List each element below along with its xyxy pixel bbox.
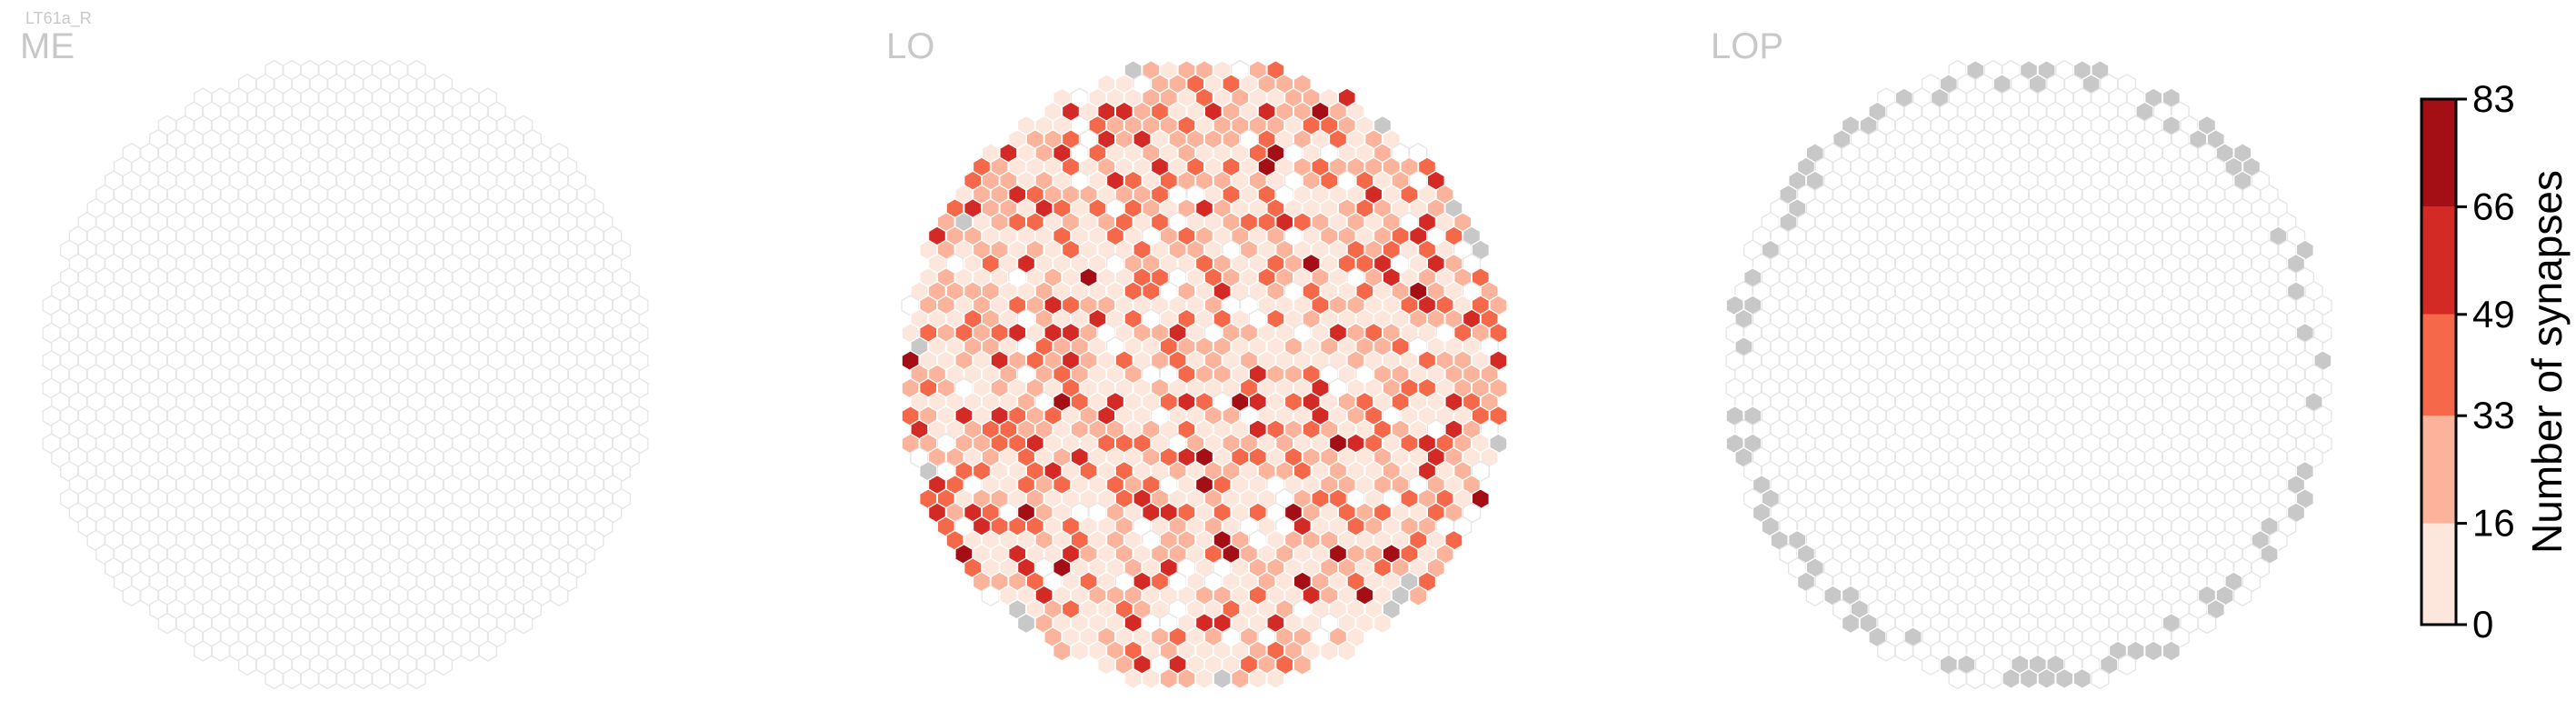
colorbar-label: Number of synapses: [2523, 170, 2571, 554]
hex-empty: [2117, 654, 2137, 676]
hex-empty: [1894, 640, 1914, 662]
hex-gray: [2143, 640, 2163, 662]
hex-empty: [1921, 654, 1941, 676]
hex-value: [1337, 640, 1357, 662]
hex-empty: [1965, 667, 1985, 690]
hex-empty: [238, 654, 257, 676]
hex-empty: [193, 640, 213, 662]
colorbar-tick-label: 83: [2472, 77, 2515, 120]
hex-value: [1266, 667, 1285, 690]
hex-value: [1052, 640, 1072, 662]
hex-value: [1177, 667, 1196, 690]
hex-value: [1096, 654, 1116, 676]
hex-value: [1070, 640, 1090, 662]
hex-gray: [2037, 667, 2056, 690]
hex-gray: [1213, 667, 1232, 690]
hex-value: [1248, 667, 1268, 690]
hex-empty: [1805, 585, 1825, 607]
hex-value: [1141, 667, 1161, 690]
hex-empty: [211, 640, 231, 662]
hex-value: [1293, 654, 1313, 676]
hex-empty: [265, 667, 284, 690]
hex-value: [1230, 667, 1250, 690]
colorbar-tick-label: 0: [2472, 603, 2493, 646]
hex-empty: [478, 640, 497, 662]
hex-gray: [2002, 667, 2021, 690]
hex-empty: [2091, 667, 2110, 690]
hex-empty: [434, 654, 453, 676]
hex-empty: [372, 667, 391, 690]
hex-empty: [981, 585, 1001, 607]
hex-empty: [2197, 612, 2217, 635]
colorbar-tick-label: 33: [2472, 394, 2515, 436]
hex-empty: [389, 667, 408, 690]
hex-empty: [514, 612, 534, 635]
hex-gray: [2072, 667, 2092, 690]
hex-empty: [354, 667, 373, 690]
hex-empty: [461, 640, 480, 662]
panel-lop: LOP: [1711, 26, 2332, 690]
hex-value: [1159, 667, 1179, 690]
panel-lop-hexes: [1725, 59, 2332, 690]
hex-value: [1319, 640, 1339, 662]
panel-me-hexes: [42, 59, 649, 690]
hex-empty: [2232, 585, 2252, 607]
colorbar-segments: [2421, 99, 2456, 625]
colorbar-segment: [2421, 314, 2456, 416]
hex-empty: [1983, 667, 2003, 690]
colorbar-ticks: 0 16 33 49 66 83: [2456, 77, 2515, 646]
panel-title-lo: LO: [886, 26, 934, 66]
hex-gray: [2019, 667, 2039, 690]
hex-value: [1408, 585, 1428, 607]
panel-title-lop: LOP: [1711, 26, 1783, 66]
hex-gray: [1016, 612, 1036, 635]
colorbar: 0 16 33 49 66 83 Number of synapses: [2420, 77, 2571, 646]
cell-type-label: LT61a_R: [25, 9, 92, 28]
hex-empty: [300, 667, 319, 690]
hex-empty: [1876, 640, 1896, 662]
colorbar-segment: [2421, 206, 2456, 315]
hex-value: [1123, 667, 1143, 690]
hex-gray: [1841, 612, 1861, 635]
hex-empty: [318, 667, 337, 690]
hex-value: [1373, 612, 1393, 635]
panel-lo: LO: [886, 26, 1508, 690]
colorbar-segment: [2421, 416, 2456, 524]
colorbar-segment: [2421, 523, 2456, 625]
hex-value: [1194, 667, 1214, 690]
hex-empty: [407, 667, 426, 690]
colorbar-tick-label: 66: [2472, 185, 2515, 227]
hex-empty: [550, 585, 569, 607]
hex-empty: [283, 667, 302, 690]
hex-gray: [2162, 640, 2182, 662]
colorbar-tick-label: 16: [2472, 502, 2515, 545]
colorbar-tick-label: 49: [2472, 293, 2515, 335]
hex-empty: [335, 667, 355, 690]
panel-title-me: ME: [20, 26, 75, 66]
hex-empty: [157, 612, 177, 635]
hex-empty: [1948, 667, 1967, 690]
panel-lo-hexes: [901, 59, 1508, 690]
panel-me: ME: [20, 26, 649, 690]
hex-empty: [122, 585, 142, 607]
colorbar-segment: [2421, 99, 2456, 207]
hex-gray: [2054, 667, 2074, 690]
